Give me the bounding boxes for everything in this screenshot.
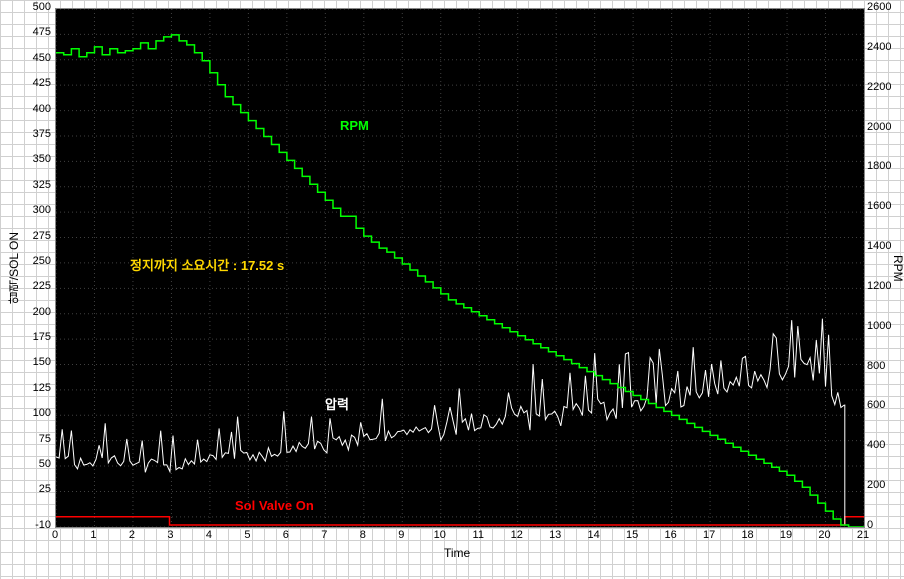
axis-tick: 21 bbox=[857, 530, 869, 541]
axis-tick: 800 bbox=[867, 361, 885, 372]
axis-tick: 0 bbox=[867, 520, 873, 531]
axis-tick: 600 bbox=[867, 400, 885, 411]
axis-tick: 18 bbox=[741, 530, 753, 541]
axis-tick: 475 bbox=[33, 27, 51, 38]
axis-tick: 400 bbox=[867, 440, 885, 451]
axis-tick: 0 bbox=[52, 530, 58, 541]
axis-tick: 325 bbox=[33, 180, 51, 191]
axis-tick: 100 bbox=[33, 408, 51, 419]
axis-tick: 12 bbox=[511, 530, 523, 541]
axis-tick: 450 bbox=[33, 53, 51, 64]
axis-tick: 150 bbox=[33, 357, 51, 368]
chart-page: Time 압력/SOL ON RPM 012345678910111213141… bbox=[0, 0, 904, 579]
axis-tick: 175 bbox=[33, 332, 51, 343]
axis-tick: 1000 bbox=[867, 321, 891, 332]
axis-tick: 1 bbox=[90, 530, 96, 541]
axis-tick: 275 bbox=[33, 231, 51, 242]
axis-tick: 13 bbox=[549, 530, 561, 541]
axis-tick: 500 bbox=[33, 2, 51, 13]
axis-tick: 1800 bbox=[867, 161, 891, 172]
axis-tick: 20 bbox=[818, 530, 830, 541]
axis-tick: 50 bbox=[39, 459, 51, 470]
axis-tick: 9 bbox=[398, 530, 404, 541]
axis-tick: 5 bbox=[244, 530, 250, 541]
axis-tick: 1400 bbox=[867, 241, 891, 252]
axis-tick: 2200 bbox=[867, 82, 891, 93]
axis-tick: 17 bbox=[703, 530, 715, 541]
axis-tick: 375 bbox=[33, 129, 51, 140]
axis-tick: 350 bbox=[33, 154, 51, 165]
axis-tick: 2 bbox=[129, 530, 135, 541]
axis-tick: 75 bbox=[39, 434, 51, 445]
axis-tick: 425 bbox=[33, 78, 51, 89]
chart-annotation: Sol Valve On bbox=[235, 498, 314, 513]
axis-tick: 1200 bbox=[867, 281, 891, 292]
axis-tick: 200 bbox=[867, 480, 885, 491]
axis-tick: 300 bbox=[33, 205, 51, 216]
axis-tick: 1600 bbox=[867, 201, 891, 212]
axis-tick: 7 bbox=[321, 530, 327, 541]
axis-tick: 16 bbox=[664, 530, 676, 541]
axis-tick: 8 bbox=[360, 530, 366, 541]
x-axis-title: Time bbox=[444, 546, 470, 560]
axis-tick: 19 bbox=[780, 530, 792, 541]
axis-tick: 200 bbox=[33, 307, 51, 318]
axis-tick: 4 bbox=[206, 530, 212, 541]
chart-annotation: 압력 bbox=[325, 394, 349, 413]
axis-tick: -10 bbox=[35, 520, 51, 531]
axis-tick: 400 bbox=[33, 104, 51, 115]
axis-tick: 10 bbox=[434, 530, 446, 541]
y-right-axis-title: RPM bbox=[891, 255, 904, 282]
axis-tick: 6 bbox=[283, 530, 289, 541]
axis-tick: 250 bbox=[33, 256, 51, 267]
axis-tick: 15 bbox=[626, 530, 638, 541]
axis-tick: 11 bbox=[473, 530, 484, 541]
axis-tick: 14 bbox=[588, 530, 600, 541]
axis-tick: 2000 bbox=[867, 122, 891, 133]
y-left-axis-title: 압력/SOL ON bbox=[5, 232, 22, 304]
axis-tick: 2400 bbox=[867, 42, 891, 53]
axis-tick: 3 bbox=[167, 530, 173, 541]
axis-tick: 225 bbox=[33, 281, 51, 292]
axis-tick: 2600 bbox=[867, 2, 891, 13]
axis-tick: 25 bbox=[39, 484, 51, 495]
chart-annotation: 정지까지 소요시간 : 17.52 s bbox=[130, 255, 284, 274]
chart-annotation: RPM bbox=[340, 118, 369, 133]
axis-tick: 125 bbox=[33, 383, 51, 394]
